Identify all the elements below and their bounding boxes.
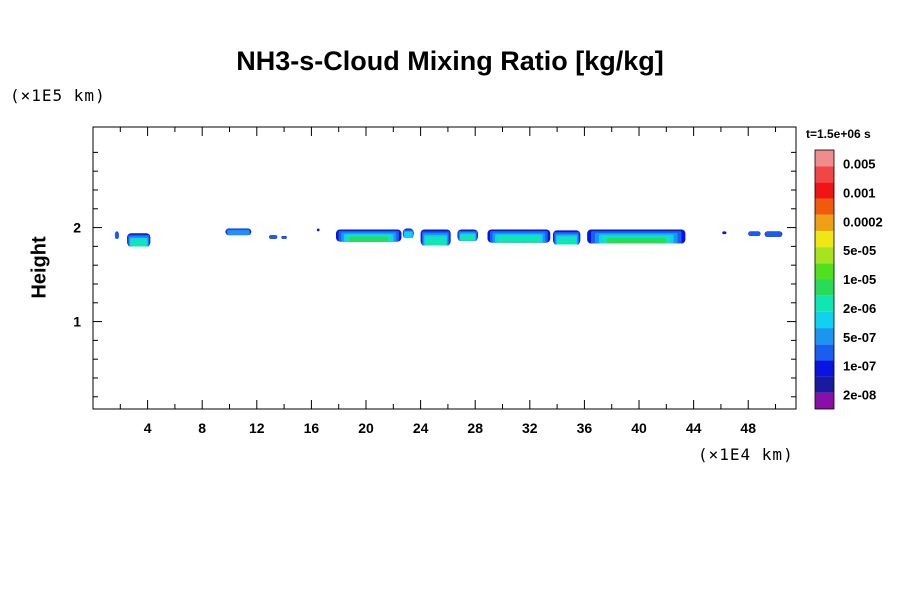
cloud-patch bbox=[420, 229, 451, 246]
colorbar-swatch bbox=[815, 344, 834, 361]
cloud-patch-core bbox=[130, 239, 147, 247]
x-tick-label: 20 bbox=[358, 420, 374, 436]
cloud-patch-core bbox=[115, 232, 119, 239]
cloud-patch-core bbox=[227, 230, 250, 236]
colorbar-swatch bbox=[815, 214, 834, 231]
y-tick-label: 2 bbox=[73, 220, 81, 236]
colorbar-swatch bbox=[815, 247, 834, 264]
x-tick-label: 48 bbox=[740, 420, 756, 436]
x-tick-label: 8 bbox=[198, 420, 206, 436]
y-tick-label: 1 bbox=[73, 314, 81, 330]
cloud-patch bbox=[269, 235, 278, 239]
cloud-patch-core bbox=[281, 236, 287, 239]
cloud-patch bbox=[487, 229, 551, 243]
chart-title: NH3-s-Cloud Mixing Ratio [kg/kg] bbox=[236, 46, 664, 76]
colorbar-label: 2e-06 bbox=[843, 301, 876, 316]
colorbar-swatch bbox=[815, 311, 834, 329]
colorbar-label: 5e-05 bbox=[843, 243, 876, 258]
cloud-patch bbox=[722, 231, 727, 235]
colorbar-label: 1e-07 bbox=[843, 359, 876, 374]
colorbar-label: 0.005 bbox=[843, 157, 876, 172]
y-axis-unit: (×1E5 km) bbox=[10, 86, 106, 105]
cloud-patch-core bbox=[748, 231, 761, 237]
colorbar-swatch bbox=[815, 360, 834, 377]
cloud-patch-outer bbox=[316, 228, 320, 232]
cloud-patch-core bbox=[269, 235, 277, 239]
cloud-patch bbox=[748, 231, 761, 237]
cloud-patch bbox=[335, 229, 402, 242]
cloud-patch bbox=[402, 228, 414, 238]
cloud-patch bbox=[281, 236, 287, 239]
colorbar-swatch bbox=[815, 376, 834, 393]
cloud-patch bbox=[587, 229, 686, 244]
x-tick-label: 4 bbox=[144, 420, 152, 436]
colorbar-swatch bbox=[815, 230, 834, 248]
x-tick-label: 36 bbox=[577, 420, 593, 436]
plot-frame bbox=[92, 126, 797, 410]
colorbar-swatch bbox=[815, 392, 834, 409]
colorbar-swatch bbox=[815, 198, 834, 215]
x-tick-label: 12 bbox=[249, 420, 265, 436]
colorbar-swatch bbox=[815, 263, 834, 280]
cloud-patch bbox=[114, 231, 119, 239]
cloud-patch bbox=[225, 228, 252, 236]
colorbar-frame bbox=[814, 149, 835, 410]
cloud-patch bbox=[127, 233, 151, 247]
colorbar: 0.005 0.001 0.0002 5e-05 1e-05 2e-06 5e-07 1e-0… bbox=[814, 149, 883, 410]
colorbar-swatch bbox=[815, 166, 834, 183]
cloud-patch-core bbox=[765, 232, 782, 237]
x-tick-label: 28 bbox=[467, 420, 483, 436]
colorbar-label: 0.001 bbox=[843, 185, 876, 200]
colorbar-swatch bbox=[815, 295, 834, 312]
colorbar-swatch bbox=[815, 279, 834, 296]
colorbar-swatch bbox=[815, 150, 834, 167]
cloud-patch bbox=[316, 228, 320, 232]
cloud-patch-core bbox=[610, 239, 662, 244]
time-label: t=1.5e+06 s bbox=[806, 127, 871, 141]
colorbar-swatch bbox=[815, 328, 834, 345]
cloud-patch-core bbox=[557, 237, 576, 245]
cloud-field bbox=[114, 228, 783, 247]
x-tick-label: 16 bbox=[304, 420, 320, 436]
x-tick-label: 40 bbox=[631, 420, 647, 436]
cloud-patch bbox=[764, 231, 783, 237]
cloud-patch-core bbox=[425, 237, 446, 246]
x-tick-label: 24 bbox=[413, 420, 429, 436]
x-tick-label: 44 bbox=[686, 420, 702, 436]
cloud-patch-core bbox=[349, 236, 389, 242]
colorbar-label: 0.0002 bbox=[843, 214, 883, 229]
cloud-patch bbox=[457, 229, 478, 241]
colorbar-label: 1e-05 bbox=[843, 272, 876, 287]
x-tick-label: 32 bbox=[522, 420, 538, 436]
colorbar-label: 5e-07 bbox=[843, 330, 876, 345]
colorbar-swatch bbox=[815, 182, 834, 199]
cloud-patch-core bbox=[404, 231, 413, 238]
cloud-patch-core bbox=[497, 235, 541, 243]
cloud-patch-core bbox=[460, 234, 475, 241]
colorbar-label: 2e-08 bbox=[843, 388, 876, 403]
cloud-patch-outer bbox=[722, 231, 727, 235]
cloud-patch bbox=[553, 230, 581, 245]
x-axis-unit: (×1E4 km) bbox=[698, 445, 794, 464]
